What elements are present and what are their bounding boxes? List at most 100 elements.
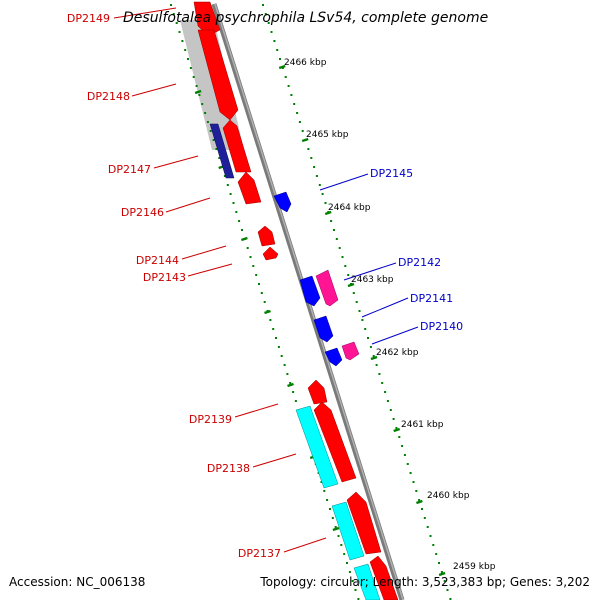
tick-dot [354,589,357,591]
tick-dot [238,220,241,222]
label-dp2146[interactable]: DP2146 [121,206,164,219]
label-dp2147[interactable]: DP2147 [108,163,151,176]
tick-dot [212,139,215,141]
label-dp2142[interactable]: DP2142 [398,256,441,269]
feature-pink-1[interactable] [315,269,339,307]
tick-dot [293,103,296,105]
tick-dot [440,571,443,573]
scale-label-2463: 2463 kbp [351,275,394,285]
major-tick [301,137,309,143]
gene-dp2137-shape[interactable] [346,491,382,555]
gene-dp2148-shape[interactable] [197,29,239,121]
tick-dot [206,121,209,123]
gene-dp2147-shape[interactable] [222,119,252,173]
label-dp2141[interactable]: DP2141 [410,292,453,305]
tick-dot [372,355,375,357]
gene-dp2144-shape[interactable] [257,225,276,247]
gene-dp2141-shape[interactable] [313,315,334,343]
gene-dp2138-shape[interactable] [313,401,357,483]
label-dp2139[interactable]: DP2139 [189,413,232,426]
tick-dot [218,157,221,159]
tick-dot [423,517,426,519]
tick-dot [330,220,333,222]
tick-dot [181,40,184,42]
gene-dp2143-shape[interactable] [262,246,279,261]
tick-dot [209,130,212,132]
tick-dot [331,517,334,519]
tick-dot [223,175,226,177]
scale-label-2459: 2459 kbp [453,562,496,572]
tick-dot [315,175,318,177]
label-dp2144[interactable]: DP2144 [136,254,179,267]
tick-dot [415,490,418,492]
tick-dot [443,580,446,582]
label-dp2140[interactable]: DP2140 [420,320,463,333]
label-dp2138[interactable]: DP2138 [207,462,250,475]
tick-dot [276,49,279,51]
major-tick [416,499,423,505]
gene-dark-blue-shape[interactable] [209,123,235,179]
tick-dot [204,112,207,114]
feature-cyan-2[interactable] [331,501,365,561]
tick-dot [329,508,331,510]
major-tick [194,89,202,95]
major-tick [264,309,271,315]
gene-dp2139-shape[interactable] [307,379,328,405]
tick-dot [313,166,316,168]
topology-text: Topology: circular; Length: 3,523,383 bp… [259,575,590,589]
gene-dp2142-shape[interactable] [299,275,321,307]
tick-dot [421,508,423,510]
tick-dot [289,382,292,384]
tick-dot [340,544,343,546]
tick-dot [409,472,412,474]
scale-label-2466: 2466 kbp [284,58,327,68]
tick-dot [272,328,275,330]
tick-dot [184,49,187,51]
major-tick [324,210,332,216]
reverse-genes [273,191,343,367]
tick-dot [262,4,264,6]
gene-dp2145-shape[interactable] [273,191,292,213]
tick-dot [269,319,272,321]
tick-dot [226,184,229,186]
tick-dot [255,274,258,276]
feature-cyan-3[interactable] [353,563,381,600]
tick-dot [334,526,337,528]
tick-dot [172,13,175,15]
feature-cyan-1[interactable] [295,405,339,489]
feature-pink-2[interactable] [341,341,360,361]
tick-dot [389,409,392,411]
tick-dot [178,31,181,33]
tick-dot [369,346,372,348]
tick-dot [352,292,355,294]
major-tick [370,355,378,361]
label-dp2149[interactable]: DP2149 [67,12,110,25]
forward-genes [193,1,399,600]
scale-label-2465: 2465 kbp [306,130,349,140]
label-dp2148[interactable]: DP2148 [87,90,130,103]
right-leader-lines [319,173,419,345]
tick-dot [187,58,189,60]
tick-dot [298,121,301,123]
major-tick [347,282,355,288]
major-tick [438,571,446,577]
tick-dot [279,58,281,60]
label-dp2145[interactable]: DP2145 [370,167,413,180]
gene-dp2136-shape[interactable] [369,555,399,600]
tick-dot [347,274,350,276]
gene-dp2140-shape[interactable] [324,347,343,367]
label-dp2143[interactable]: DP2143 [143,271,186,284]
gene-dp2146-shape[interactable] [237,171,262,205]
tick-dot [341,256,344,258]
tick-dot [283,364,286,366]
tick-dot [446,589,449,591]
tick-dot [367,337,369,339]
tick-dot [357,598,360,600]
tick-dot [338,247,341,249]
label-dp2137[interactable]: DP2137 [238,547,281,560]
tick-dot [284,76,287,78]
tick-dot [275,337,277,339]
tick-dot [351,580,354,582]
tick-dot [412,481,415,483]
